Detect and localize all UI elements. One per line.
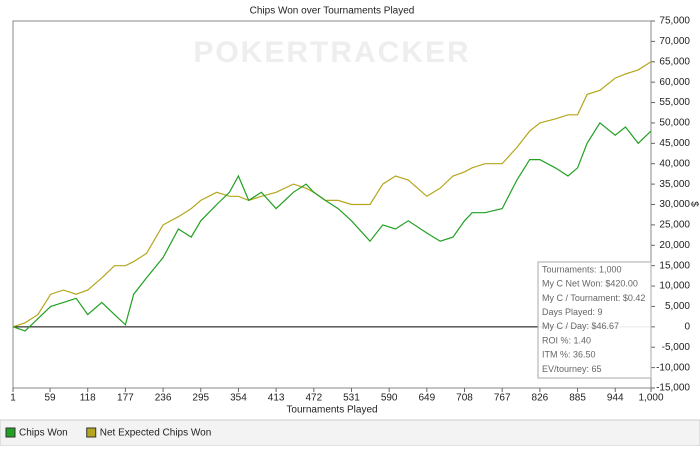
legend-swatch[interactable] bbox=[5, 427, 16, 438]
stat-line: ROI %: 1.40 bbox=[542, 335, 591, 345]
y-tick-label: 35,000 bbox=[659, 179, 690, 190]
y-tick-label: 0 bbox=[684, 321, 690, 332]
x-tick-label: 531 bbox=[343, 393, 360, 404]
y-tick-label: 55,000 bbox=[659, 97, 690, 108]
y-tick-label: 60,000 bbox=[659, 77, 690, 88]
x-tick-label: 767 bbox=[494, 393, 511, 404]
x-tick-label: 472 bbox=[305, 393, 322, 404]
x-tick-label: 59 bbox=[44, 393, 56, 404]
stats-background bbox=[537, 261, 652, 379]
y-tick-label: -5,000 bbox=[662, 342, 691, 353]
y-tick-label: 15,000 bbox=[659, 260, 690, 271]
stat-line: My C / Tournament: $0.42 bbox=[542, 293, 645, 303]
x-tick-label: 236 bbox=[155, 393, 172, 404]
x-tick-label: 1,000 bbox=[638, 393, 663, 404]
legend-swatch[interactable] bbox=[86, 427, 97, 438]
y-tick-label: 45,000 bbox=[659, 138, 690, 149]
stat-line: My C / Day: $46.67 bbox=[542, 321, 619, 331]
stat-line: My C Net Won: $420.00 bbox=[542, 279, 638, 289]
legend-bar bbox=[0, 419, 700, 447]
y-tick-label: 40,000 bbox=[659, 158, 690, 169]
stat-line: EV/tourney: 65 bbox=[542, 364, 602, 374]
x-tick-label: 295 bbox=[192, 393, 209, 404]
chart-title: Chips Won over Tournaments Played bbox=[250, 6, 415, 17]
watermark: POKERTRACKER bbox=[193, 36, 470, 69]
y-tick-label: -15,000 bbox=[656, 383, 690, 394]
stat-line: ITM %: 36.50 bbox=[542, 350, 596, 360]
legend-label[interactable]: Net Expected Chips Won bbox=[100, 428, 212, 439]
x-tick-label: 590 bbox=[381, 393, 398, 404]
stat-line: Tournaments: 1,000 bbox=[542, 264, 622, 274]
y-tick-label: 65,000 bbox=[659, 56, 690, 67]
y-tick-label: 5,000 bbox=[665, 301, 690, 312]
y-tick-label: 25,000 bbox=[659, 220, 690, 231]
y-tick-label: 75,000 bbox=[659, 16, 690, 27]
series-line bbox=[12, 122, 652, 332]
y-tick-label: 20,000 bbox=[659, 240, 690, 251]
x-tick-label: 708 bbox=[456, 393, 473, 404]
y-tick-label: 50,000 bbox=[659, 118, 690, 129]
legend-item[interactable]: Chips Won bbox=[5, 427, 68, 439]
x-axis-label: Tournaments Played bbox=[286, 405, 377, 416]
x-tick-label: 413 bbox=[268, 393, 285, 404]
y-tick-label: 70,000 bbox=[659, 36, 690, 47]
x-tick-label: 944 bbox=[607, 393, 624, 404]
stats-box: Tournaments: 1,000 My C Net Won: $420.00 M… bbox=[537, 261, 652, 379]
x-tick-label: 354 bbox=[230, 393, 247, 404]
y-tick-label: 10,000 bbox=[659, 281, 690, 292]
y-tick-label: -10,000 bbox=[656, 362, 690, 373]
legend-label[interactable]: Chips Won bbox=[19, 428, 68, 439]
x-tick-label: 1 bbox=[10, 393, 16, 404]
legend-item[interactable]: Net Expected Chips Won bbox=[86, 427, 212, 439]
x-tick-label: 118 bbox=[80, 393, 96, 404]
stat-line: Days Played: 9 bbox=[542, 307, 603, 317]
y-axis-label: $ bbox=[688, 201, 699, 207]
x-tick-label: 177 bbox=[117, 393, 134, 404]
x-tick-label: 826 bbox=[532, 393, 549, 404]
y-tick-label: 30,000 bbox=[659, 199, 690, 210]
x-tick-label: 649 bbox=[418, 393, 435, 404]
x-tick-label: 885 bbox=[569, 393, 586, 404]
